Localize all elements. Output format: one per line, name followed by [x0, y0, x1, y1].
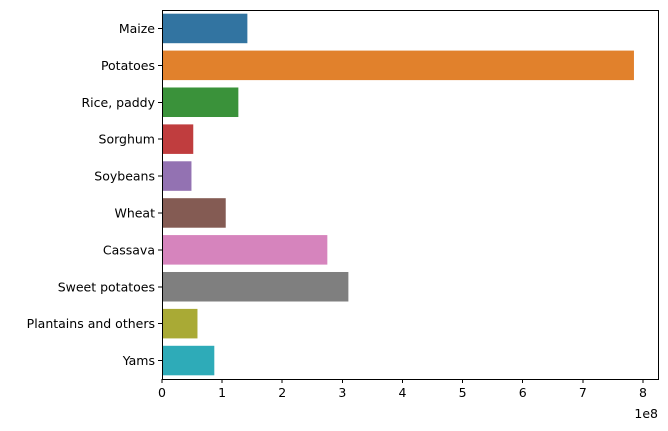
y-tick-label: Yams: [122, 353, 155, 368]
bar-sweet-potatoes: [162, 271, 349, 302]
y-tick-label: Potatoes: [101, 58, 155, 73]
x-tick-label: 0: [158, 385, 166, 400]
plot-frame: [162, 10, 659, 380]
x-tick-label: 4: [399, 385, 407, 400]
bar-soybeans: [162, 161, 192, 191]
x-tick-label: 7: [579, 385, 587, 400]
bar-rice-paddy: [162, 87, 239, 118]
bar-maize: [162, 13, 248, 44]
x-axis-ticks: 0 1 2 3 4 5 6 7 8: [158, 379, 647, 400]
y-tick-label: Sweet potatoes: [58, 279, 155, 294]
y-axis-ticks: Maize Potatoes Rice, paddy Sorghum Soybeans W…: [27, 21, 162, 368]
x-axis-offset-label: 1e8: [634, 406, 658, 421]
x-tick-label: 5: [459, 385, 467, 400]
x-tick-label: 8: [639, 385, 647, 400]
x-tick-label: 3: [338, 385, 346, 400]
y-tick-label: Maize: [119, 21, 155, 36]
y-tick-label: Cassava: [103, 242, 155, 257]
x-tick-label: 1: [218, 385, 226, 400]
x-tick-label: 2: [278, 385, 286, 400]
y-tick-label: Wheat: [114, 205, 155, 220]
bar-yams: [162, 345, 215, 376]
y-tick-label: Rice, paddy: [81, 95, 155, 110]
bar-cassava: [162, 235, 328, 265]
bar-potatoes: [162, 50, 634, 81]
y-tick-label: Soybeans: [94, 169, 155, 184]
y-tick-label: Sorghum: [99, 132, 155, 147]
y-tick-label: Plantains and others: [27, 316, 155, 331]
bars-group: [162, 13, 634, 376]
bar-plantains-and-others: [162, 308, 198, 339]
bar-wheat: [162, 198, 226, 228]
x-tick-label: 6: [519, 385, 527, 400]
bar-sorghum: [162, 124, 194, 154]
